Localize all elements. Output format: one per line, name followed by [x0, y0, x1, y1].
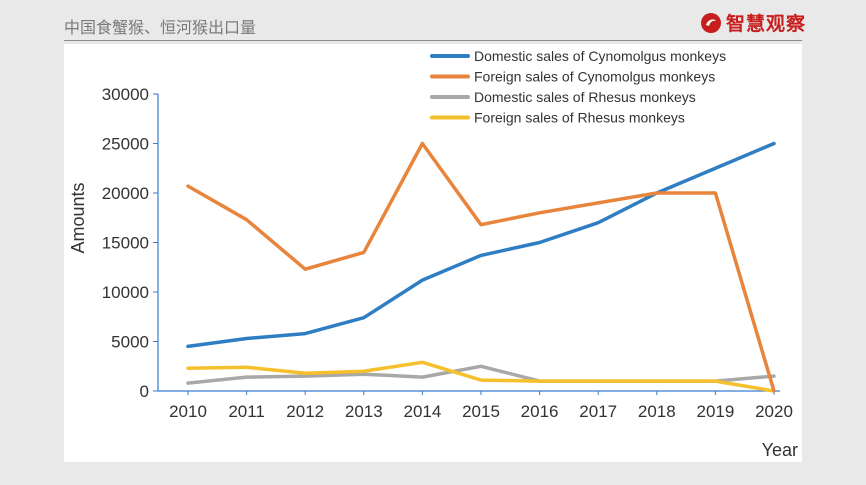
x-tick-label: 2015 — [462, 402, 500, 421]
y-axis-label: Amounts — [68, 182, 88, 253]
y-tick-label: 30000 — [102, 85, 149, 104]
x-tick-label: 2012 — [286, 402, 324, 421]
legend-label: Domestic sales of Rhesus monkeys — [474, 89, 696, 105]
y-tick-label: 20000 — [102, 184, 149, 203]
header-divider — [64, 40, 802, 41]
brand-logo: 智慧观察 — [700, 9, 806, 36]
brand-logo-icon — [700, 12, 721, 33]
legend-label: Foreign sales of Rhesus monkeys — [474, 110, 685, 126]
y-tick-label: 5000 — [111, 333, 149, 352]
series-line — [186, 141, 776, 393]
y-tick-label: 25000 — [102, 135, 149, 154]
x-tick-label: 2010 — [169, 402, 207, 421]
x-tick-label: 2011 — [228, 402, 265, 421]
y-tick-label: 10000 — [102, 283, 149, 302]
legend-label: Domestic sales of Cynomolgus monkeys — [474, 48, 726, 64]
x-tick-label: 2020 — [755, 402, 793, 421]
page-title: 中国食蟹猴、恒河猴出口量 — [64, 18, 257, 37]
y-tick-label: 15000 — [102, 234, 149, 253]
x-tick-label: 2016 — [521, 402, 559, 421]
series-line — [186, 360, 776, 393]
x-tick-label: 2013 — [345, 402, 383, 421]
x-tick-label: 2019 — [696, 402, 734, 421]
x-axis-label: Year — [762, 440, 798, 460]
x-tick-label: 2018 — [638, 402, 676, 421]
chart-card: 0 5000 10000 15000 20000 25000 30000 2010 2011 20… — [64, 44, 802, 462]
chart-ticks: 0 5000 10000 15000 20000 25000 30000 2010 2011 20… — [102, 85, 793, 421]
brand-name: 智慧观察 — [725, 13, 806, 35]
line-chart: 0 5000 10000 15000 20000 25000 30000 2010 2011 20… — [68, 48, 798, 460]
chart-axes — [157, 94, 780, 392]
x-tick-label: 2017 — [579, 402, 617, 421]
series-line — [186, 141, 776, 349]
y-tick-label: 0 — [140, 382, 149, 401]
chart-series — [186, 141, 776, 393]
x-tick-label: 2014 — [403, 402, 441, 421]
legend-label: Foreign sales of Cynomolgus monkeys — [474, 69, 715, 85]
chart-legend: Domestic sales of Cynomolgus monkeys Fore… — [430, 48, 726, 126]
